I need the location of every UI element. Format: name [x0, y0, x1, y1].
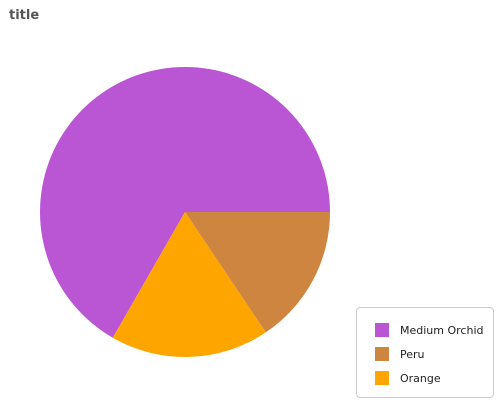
legend-swatch-medium-orchid	[375, 323, 389, 337]
chart-title: title	[9, 8, 40, 23]
legend-label-orange: Orange	[400, 371, 441, 385]
legend-swatch-peru	[375, 347, 389, 361]
legend-item-orange: Orange	[375, 371, 441, 385]
legend-item-medium-orchid: Medium Orchid	[375, 323, 483, 337]
legend-swatch-orange	[375, 371, 389, 385]
pie-slice-medium-orchid	[39, 67, 330, 338]
pie-slice-orange	[112, 212, 266, 357]
pie-slice-peru	[185, 212, 330, 333]
legend: Medium Orchid Peru Orange	[356, 307, 494, 398]
legend-label-peru: Peru	[400, 347, 425, 361]
legend-label-medium-orchid: Medium Orchid	[400, 323, 484, 337]
legend-item-peru: Peru	[375, 347, 425, 361]
